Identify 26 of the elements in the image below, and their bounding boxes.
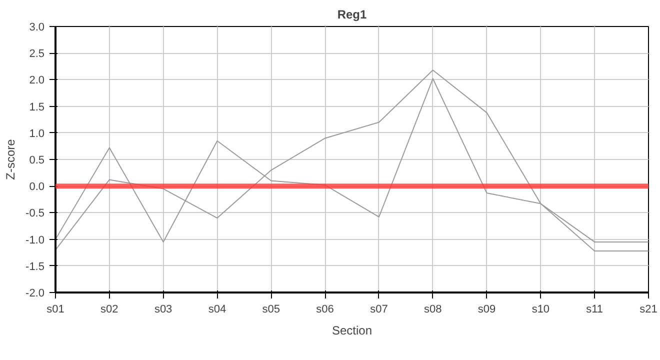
x-tick-label: s05 [262,304,280,316]
y-tick-label: 0.0 [29,181,45,194]
x-tick-label: s21 [640,304,658,316]
chart-title: Reg1 [337,8,367,22]
x-tick-label: s03 [154,304,172,316]
x-tick-label: s04 [208,304,226,316]
y-tick-label: 1.0 [29,128,45,140]
x-tick-label: s08 [424,304,442,316]
x-axis-title: Section [332,324,372,338]
y-tick-label: 3.0 [29,22,45,34]
y-tick-label: 0.5 [29,154,45,166]
y-tick-label: -0.5 [26,208,45,220]
y-tick-label: -2.0 [26,288,45,300]
y-tick-label: 1.5 [29,101,45,114]
x-tick-label: s02 [100,304,118,316]
y-axis-title: Z-score [4,138,18,180]
x-tick-label: s07 [370,304,388,316]
x-tick-label: s10 [532,304,550,316]
y-tick-label: -1.5 [26,260,45,273]
y-tick-label: 2.0 [29,74,45,87]
y-tick-label: 2.5 [29,48,45,60]
x-tick-label: s01 [46,304,64,316]
x-tick-label: s11 [586,304,604,316]
x-tick-label: s09 [478,304,496,316]
x-tick-label: s06 [316,304,334,316]
y-tick-label: -1.0 [26,234,45,246]
